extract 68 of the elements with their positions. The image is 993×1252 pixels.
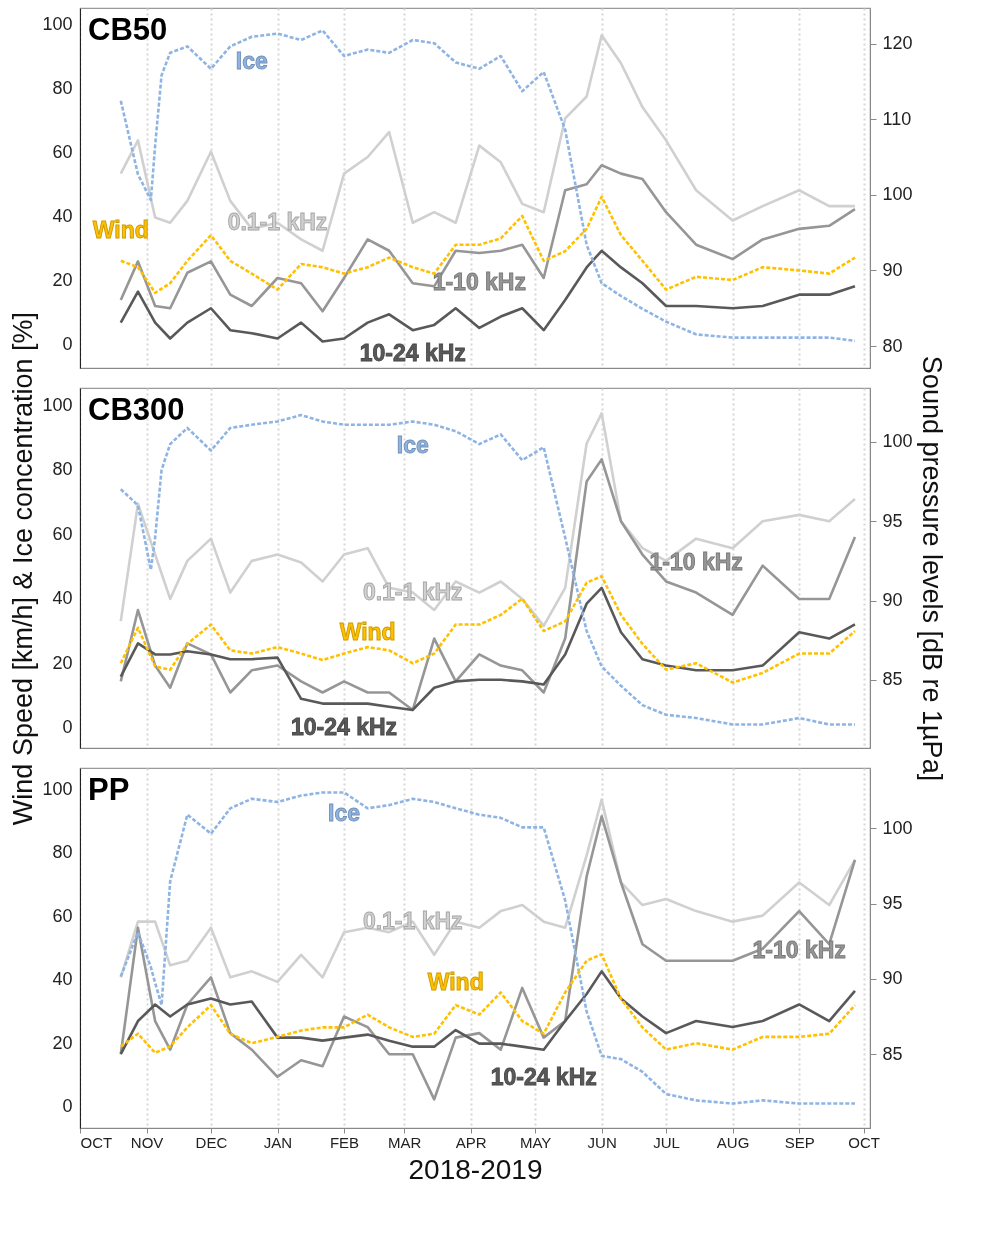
x-tick-label: OCT	[848, 1133, 880, 1151]
series-label: 10-24 kHz	[290, 713, 398, 740]
y-tick-label: 40	[52, 969, 73, 990]
y-tick-label: 80	[52, 77, 73, 98]
y-tick-label: 0	[62, 717, 73, 738]
series-label: 1-10 kHz	[649, 548, 743, 575]
y-tick-label: 60	[52, 141, 73, 162]
x-tick-label: AUG	[716, 1133, 750, 1151]
series-label: 0.1-1 kHz	[227, 208, 328, 235]
y-tick-label: 60	[52, 523, 73, 544]
series-label: Ice	[396, 431, 429, 458]
x-tick-label: JUL	[653, 1133, 680, 1151]
series-label: 10-24 kHz	[359, 340, 466, 367]
y2-tick-label: 90	[882, 259, 903, 280]
x-tick-label: SEP	[784, 1133, 815, 1151]
y2-tick-label: 85	[882, 1043, 903, 1064]
chart-title: CB50	[88, 12, 168, 47]
series-label: Wind	[92, 216, 149, 243]
series-label: 1-10 kHz	[432, 269, 526, 296]
y-tick-label: 80	[52, 459, 73, 480]
y2-tick-label: 100	[882, 431, 913, 452]
series-label: 1-10 kHz	[752, 937, 846, 964]
x-tick-label: JUN	[587, 1133, 617, 1151]
y-axis-title: Wind Speed [km/h] & Ice concentration [%]	[8, 311, 39, 826]
y-tick-label: 60	[52, 905, 73, 926]
y-tick-label: 20	[52, 1032, 73, 1053]
y2-tick-label: 110	[882, 108, 912, 129]
x-tick-label: JAN	[263, 1133, 293, 1151]
x-tick-label: MAY	[519, 1133, 552, 1151]
y-tick-label: 100	[42, 13, 73, 34]
line-series	[119, 574, 857, 684]
series-label: 0.1-1 kHz	[362, 578, 463, 605]
y2-tick-label: 95	[882, 510, 903, 531]
x-tick-label: NOV	[130, 1133, 164, 1151]
series-label: Ice	[235, 47, 268, 74]
y2-tick-label: 80	[882, 335, 903, 356]
series-label: 10-24 kHz	[490, 1063, 597, 1090]
y-tick-label: 100	[42, 394, 73, 415]
y-tick-label: 0	[62, 1096, 73, 1117]
y2-tick-label: 90	[882, 968, 903, 989]
y2-tick-label: 100	[882, 184, 913, 205]
y2-tick-label: 120	[882, 33, 913, 54]
chart-title: PP	[88, 772, 130, 807]
series-label: Wind	[339, 619, 396, 646]
y-tick-label: 100	[42, 778, 73, 799]
y2-tick-label: 95	[882, 893, 903, 914]
line-series	[119, 970, 857, 1056]
y2-tick-label: 85	[882, 669, 903, 690]
x-tick-label: MAR	[387, 1133, 422, 1151]
series-label: 0.1-1 kHz	[362, 907, 463, 934]
y2-tick-label: 100	[882, 817, 913, 838]
x-tick-label: DEC	[195, 1133, 228, 1151]
series-label: Wind	[427, 969, 484, 996]
y2-tick-label: 90	[882, 590, 903, 611]
y-tick-label: 40	[52, 205, 73, 226]
y-tick-label: 20	[52, 652, 73, 673]
y2-axis-title: Sound pressure levels [dB re 1µPa]	[916, 355, 947, 782]
y-tick-label: 80	[52, 842, 73, 863]
y-tick-label: 20	[52, 269, 73, 290]
y-tick-label: 0	[62, 333, 73, 354]
x-tick-label: FEB	[329, 1133, 360, 1151]
y-tick-label: 40	[52, 588, 73, 609]
line-series	[119, 249, 857, 343]
x-axis-title: 2018-2019	[408, 1153, 543, 1185]
x-tick-label: APR	[455, 1133, 487, 1151]
series-label: Ice	[328, 800, 361, 827]
chart-title: CB300	[88, 392, 185, 427]
x-tick-label: OCT	[80, 1133, 113, 1151]
